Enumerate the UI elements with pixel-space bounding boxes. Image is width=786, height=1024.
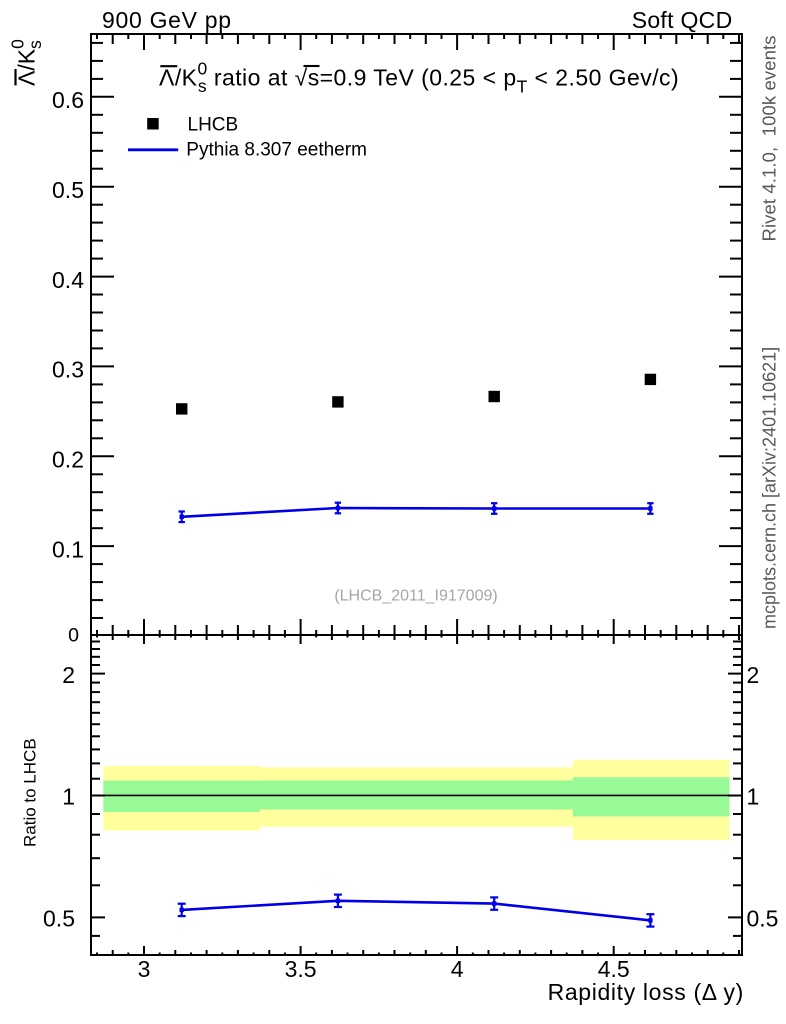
svg-text:Soft QCD: Soft QCD	[632, 7, 733, 33]
svg-text:3: 3	[138, 956, 151, 982]
svg-text:0.6: 0.6	[52, 87, 84, 113]
svg-text:2: 2	[62, 662, 75, 688]
svg-text:Λ/K0s ratio at √s=0.9 TeV (0.2: Λ/K0 s ratio at √s=0.9 TeV (0.25 < pT < 2…	[159, 58, 679, 96]
svg-text:0.1: 0.1	[52, 536, 84, 562]
svg-text:900 GeV pp: 900 GeV pp	[102, 7, 232, 33]
svg-text:0.2: 0.2	[52, 447, 84, 473]
svg-text:0.5: 0.5	[43, 906, 75, 932]
svg-text:(LHCB_2011_I917009): (LHCB_2011_I917009)	[334, 588, 497, 605]
svg-text:2: 2	[747, 662, 760, 688]
svg-text:0.5: 0.5	[747, 906, 779, 932]
svg-text:Rapidity loss (Δ y): Rapidity loss (Δ y)	[548, 979, 744, 1005]
svg-text:Ratio to LHCB: Ratio to LHCB	[21, 738, 40, 847]
svg-text:Λ/K0s: Λ/K0s	[7, 39, 44, 86]
svg-text:0.4: 0.4	[52, 267, 84, 293]
svg-text:Pythia 8.307 eetherm: Pythia 8.307 eetherm	[186, 139, 367, 160]
svg-text:Rivet 4.1.0, 100k events: Rivet 4.1.0, 100k events	[759, 35, 780, 241]
svg-text:0.5: 0.5	[52, 177, 84, 203]
svg-text:mcplots.cern.ch [arXiv:2401.10: mcplots.cern.ch [arXiv:2401.10621]	[760, 347, 780, 629]
svg-text:1: 1	[747, 784, 760, 810]
svg-text:0: 0	[68, 625, 79, 647]
svg-text:1: 1	[62, 784, 75, 810]
svg-text:4.5: 4.5	[598, 956, 630, 982]
svg-text:LHCB: LHCB	[188, 115, 239, 136]
svg-text:4: 4	[451, 956, 464, 982]
svg-text:3.5: 3.5	[285, 956, 317, 982]
svg-text:0.3: 0.3	[52, 357, 84, 383]
